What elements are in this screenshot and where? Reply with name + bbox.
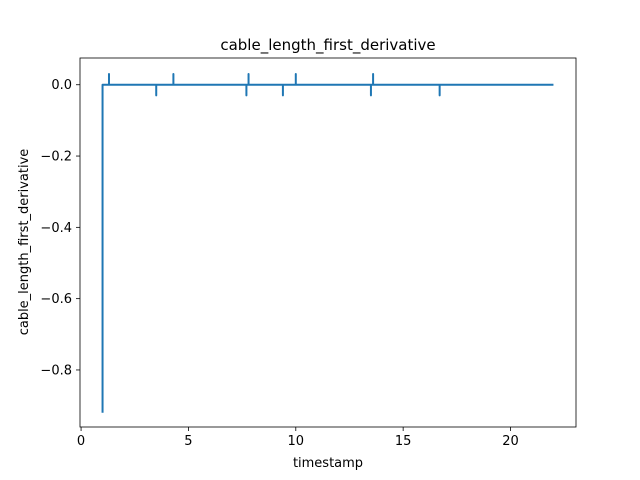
chart-title: cable_length_first_derivative (220, 36, 435, 55)
y-tick-label: 0.0 (51, 78, 72, 93)
y-tick-label: −0.2 (40, 150, 72, 165)
y-axis: 0.0 −0.2 −0.4 −0.6 −0.8 (40, 78, 80, 378)
series-line (101, 73, 554, 413)
y-tick-label: −0.8 (40, 363, 72, 378)
x-tick-label: 15 (395, 434, 412, 449)
x-tick-label: 0 (77, 434, 85, 449)
x-tick-label: 5 (184, 434, 192, 449)
axes-frame (79, 57, 577, 428)
x-axis-label: timestamp (293, 456, 363, 471)
y-axis-label: cable_length_first_derivative (17, 149, 32, 336)
x-axis: 0 5 10 15 20 (77, 427, 519, 449)
y-tick-label: −0.6 (40, 292, 72, 307)
plot-area (79, 57, 577, 428)
x-tick-label: 10 (288, 434, 305, 449)
y-tick-label: −0.4 (40, 221, 72, 236)
x-tick-label: 20 (502, 434, 519, 449)
